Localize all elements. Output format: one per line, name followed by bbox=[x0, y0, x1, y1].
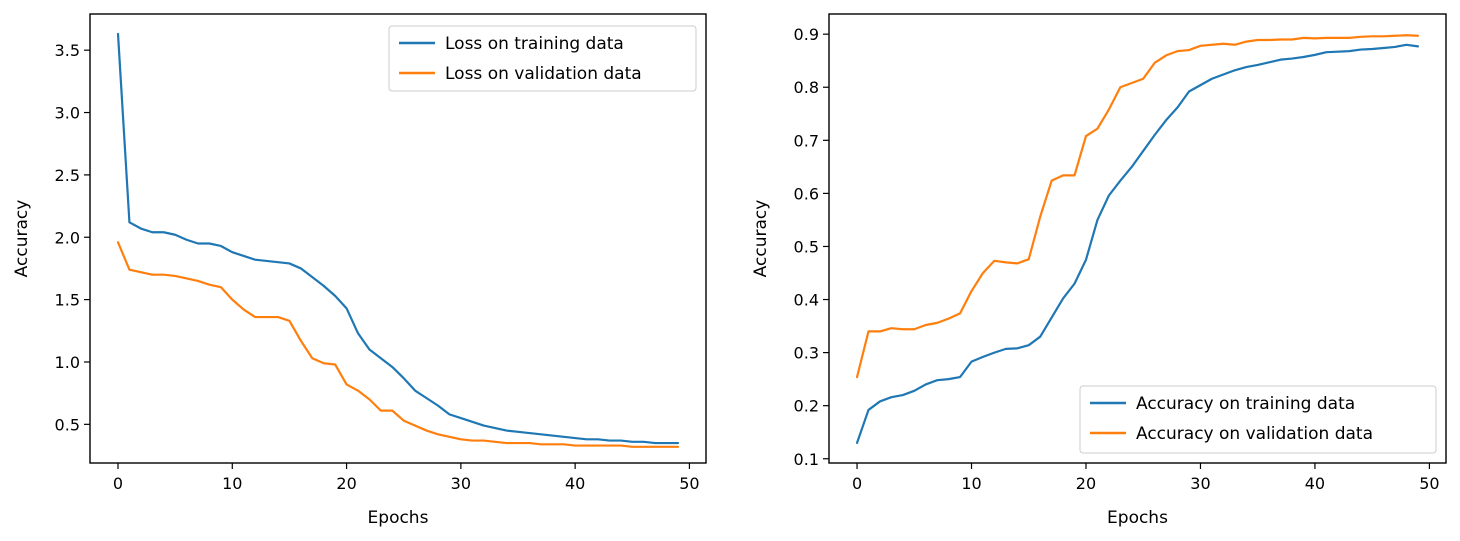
plot-frame bbox=[828, 13, 1447, 464]
chart-accuracy: 0 10 20 30 40 50 0.1 0.2 0.3 0.4 0.5 0.6 0.7 0.8 0.9 Ep… bbox=[751, 13, 1447, 528]
legend-box bbox=[1079, 385, 1437, 454]
x-tick-label: 10 bbox=[961, 474, 981, 493]
chart-loss: 0 10 20 30 40 50 0.5 1.0 1.5 2.0 2.5 3.0 3.5 Epochs Ac… bbox=[12, 13, 707, 528]
y-tick-label: 2.5 bbox=[55, 166, 80, 185]
y-axis-label: Accuracy bbox=[751, 200, 771, 278]
y-tick-label: 0.9 bbox=[794, 25, 819, 44]
x-tick-label: 30 bbox=[1190, 474, 1210, 493]
x-tick-label: 10 bbox=[222, 474, 242, 493]
legend-label: Accuracy on training data bbox=[1136, 394, 1355, 414]
x-tick-label: 40 bbox=[565, 474, 585, 493]
series-line-train bbox=[855, 43, 1420, 444]
x-tick-label: 0 bbox=[852, 474, 862, 493]
series-line-val bbox=[855, 34, 1420, 379]
legend-label: Loss on training data bbox=[445, 34, 624, 54]
x-axis-label: Epochs bbox=[368, 508, 429, 528]
x-tick-label: 30 bbox=[451, 474, 471, 493]
x-tick-label: 40 bbox=[1305, 474, 1325, 493]
y-tick-label: 0.6 bbox=[794, 184, 819, 203]
x-axis-label: Epochs bbox=[1107, 508, 1168, 528]
y-tick-label: 0.5 bbox=[794, 237, 819, 256]
y-tick-label: 0.3 bbox=[794, 344, 819, 363]
y-tick-label: 1.0 bbox=[55, 353, 80, 372]
x-tick-label: 20 bbox=[336, 474, 356, 493]
legend: Loss on training data Loss on validation … bbox=[388, 25, 697, 92]
y-tick-label: 3.5 bbox=[55, 41, 80, 60]
y-axis-label: Accuracy bbox=[12, 200, 32, 278]
legend-label: Loss on validation data bbox=[445, 64, 642, 84]
x-tick-label: 20 bbox=[1076, 474, 1096, 493]
y-tick-label: 0.7 bbox=[794, 131, 819, 150]
y-tick-label: 0.2 bbox=[794, 397, 819, 416]
series-line-val bbox=[116, 241, 680, 448]
series-line-train bbox=[116, 32, 680, 445]
y-tick-label: 0.8 bbox=[794, 78, 819, 97]
y-tick-label: 0.5 bbox=[55, 415, 80, 434]
plot-frame bbox=[89, 13, 707, 464]
legend-label: Accuracy on validation data bbox=[1136, 424, 1373, 444]
y-tick-label: 3.0 bbox=[55, 104, 80, 123]
y-tick-label: 1.5 bbox=[55, 291, 80, 310]
x-tick-label: 50 bbox=[679, 474, 699, 493]
y-tick-label: 2.0 bbox=[55, 228, 80, 247]
legend: Accuracy on training data Accuracy on val… bbox=[1079, 385, 1437, 454]
y-tick-label: 0.1 bbox=[794, 450, 819, 469]
x-tick-label: 50 bbox=[1419, 474, 1439, 493]
x-tick-label: 0 bbox=[113, 474, 123, 493]
legend-box bbox=[388, 25, 697, 92]
y-tick-label: 0.4 bbox=[794, 291, 819, 310]
